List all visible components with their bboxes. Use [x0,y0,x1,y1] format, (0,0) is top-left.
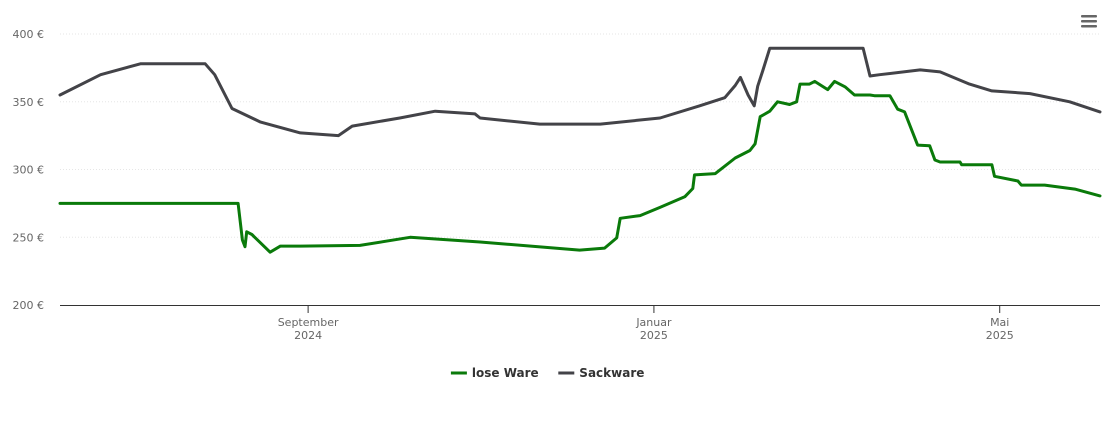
menu-bar [1081,25,1097,28]
x-tick-label: Januar 2025 [635,316,672,342]
series-line [58,79,1102,254]
series-line [58,46,1102,138]
menu-icon[interactable] [1081,15,1097,28]
y-tick-label: 350 € [13,96,45,109]
x-tick-label: September 2024 [278,316,339,342]
legend-item[interactable]: lose Ware [450,366,539,380]
menu-bar [1081,20,1097,23]
legend-item[interactable]: Sackware [558,366,644,380]
legend-label: Sackware [579,366,644,380]
menu-bar [1081,15,1097,18]
y-tick-label: 250 € [13,231,45,244]
y-tick-label: 300 € [13,164,45,177]
x-tick-label: Mai 2025 [986,316,1014,342]
y-tick-label: 400 € [13,28,45,41]
legend: lose Ware Sackware [450,366,644,380]
y-tick-label: 200 € [13,299,45,312]
legend-label: lose Ware [472,366,539,380]
